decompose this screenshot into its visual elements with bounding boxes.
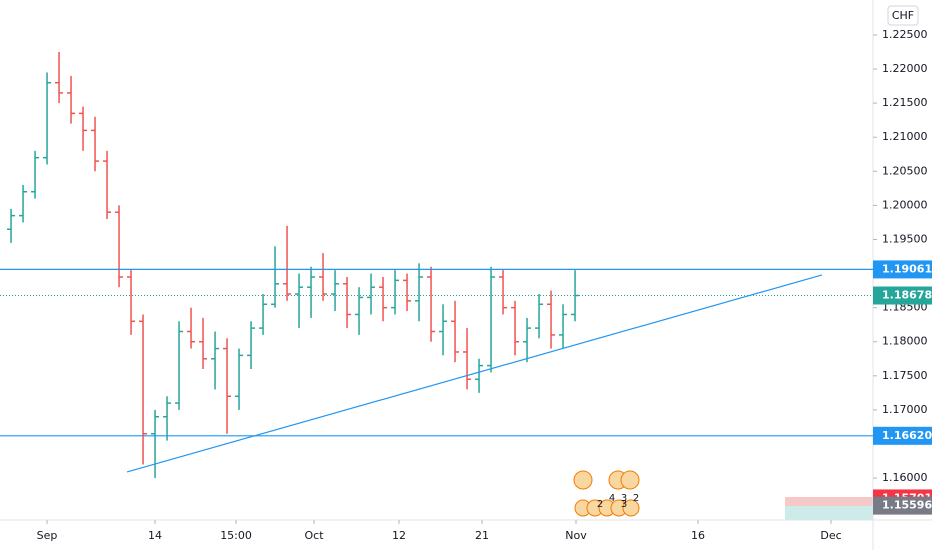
event-icon <box>620 470 640 490</box>
x-tick-label: Oct <box>305 529 325 542</box>
price-label: 1.19061 <box>882 262 932 275</box>
price-label: 1.18678 <box>882 289 932 302</box>
y-tick-label: 1.21500 <box>882 96 928 109</box>
trendline <box>126 274 823 473</box>
x-tick-label: Dec <box>820 529 841 542</box>
y-tick-label: 1.20000 <box>882 198 928 211</box>
price-label-box <box>873 426 932 445</box>
x-tick-label: 16 <box>691 529 705 542</box>
position-risk <box>785 497 873 506</box>
event-count: 2 <box>597 499 603 510</box>
x-tick-label: 21 <box>475 529 489 542</box>
y-tick-label: 1.17000 <box>882 403 928 416</box>
position-reward <box>785 506 873 520</box>
currency-label: CHF <box>892 9 914 22</box>
event-count: 3 <box>621 493 627 504</box>
x-tick-label: 15:00 <box>220 529 252 542</box>
y-tick-label: 1.22000 <box>882 62 928 75</box>
y-tick-label: 1.21000 <box>882 130 928 143</box>
event-count: 2 <box>633 493 639 504</box>
price-label: 1.15596 <box>882 499 932 512</box>
price-label-box <box>873 496 932 515</box>
y-tick-label: 1.20500 <box>882 164 928 177</box>
currency-box <box>887 5 919 26</box>
event-count: 4 <box>609 493 615 504</box>
event-icon <box>622 499 640 517</box>
y-tick-label: 1.18000 <box>882 335 928 348</box>
event-icon <box>573 470 593 490</box>
y-tick-label: 1.19500 <box>882 232 928 245</box>
y-tick-label: 1.16000 <box>882 471 928 484</box>
price-label-box <box>873 286 932 305</box>
x-tick-label: Sep <box>37 529 58 542</box>
y-tick-label: 1.17500 <box>882 369 928 382</box>
price-label: 1.16620 <box>882 429 932 442</box>
x-tick-label: Nov <box>565 529 587 542</box>
x-tick-label: 12 <box>392 529 406 542</box>
x-tick-label: 14 <box>148 529 162 542</box>
price-label-box <box>873 260 932 279</box>
y-tick-label: 1.22500 <box>882 28 928 41</box>
event-count: 3 <box>621 499 627 510</box>
